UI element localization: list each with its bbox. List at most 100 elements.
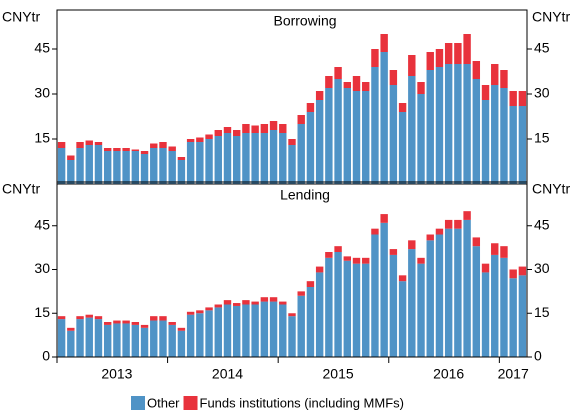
bar-segment [251,133,259,184]
bar-segment [122,320,130,324]
bar-segment [463,64,471,184]
bar-segment [57,148,66,184]
bar-segment [500,257,508,357]
bar-segment [122,323,130,357]
bar-segment [343,82,352,88]
bar-segment [242,124,250,133]
bar-segment [140,324,149,328]
y-tick-label: 15 [34,304,50,320]
bar-segment [454,228,462,357]
bar-segment [398,112,407,184]
bar-segment [131,151,140,184]
panel-title: Lending [280,187,330,203]
bar-segment [269,121,278,130]
bar-segment [76,316,84,320]
bar-segment [352,263,361,357]
bar-segment [103,148,112,151]
bar-segment [76,319,84,357]
bar-segment [113,323,121,357]
y-unit-label: CNYtr [2,9,40,25]
bar-segment [85,145,93,184]
bar-segment [186,142,195,184]
bar-segment [223,300,232,305]
bar-segment [417,94,425,184]
bar-segment [334,252,342,357]
bar-segment [435,228,444,235]
bar-segment [205,310,213,357]
bar-segment [269,130,278,184]
bar-segment [94,142,103,145]
bar-segment [426,240,434,357]
bar-segment [196,137,204,142]
y-tick-label: 45 [34,216,50,232]
bar-segment [131,322,140,325]
bar-segment [76,148,84,184]
bar-segment [288,313,296,317]
bar-segment [472,246,481,357]
y-tick-label: 45 [34,40,50,56]
y-tick-label: 0 [534,348,542,364]
y-tick-label: 15 [534,304,550,320]
bar-segment [297,115,305,124]
bar-segment [113,151,121,184]
y-tick-label: 30 [34,85,50,101]
bar-segment [380,214,388,223]
bar-segment [481,85,490,100]
y-tick-label: 45 [534,216,550,232]
bar-segment [454,64,462,184]
bar-segment [362,257,370,264]
legend-label: Funds institutions (including MMFs) [200,395,404,410]
bar-segment [472,237,481,247]
bar-segment [380,222,388,357]
bar-segment [168,324,176,357]
bar-segment [76,142,84,148]
bar-segment [398,275,407,282]
bar-segment [343,88,352,184]
legend-label: Other [147,395,180,410]
bar-segment [251,301,259,305]
bar-segment [408,249,416,357]
bar-segment [150,148,158,184]
bar-segment [362,263,370,357]
bar-segment [398,103,407,112]
bar-segment [57,142,66,148]
bar-segment [334,246,342,252]
bar-segment [279,301,287,305]
bar-segment [352,76,361,91]
bar-segment [242,304,250,357]
bar-segment [140,327,149,357]
bar-segment [223,133,232,184]
bar-segment [417,257,425,264]
bar-segment [232,130,241,136]
bar-segment [444,64,453,184]
bar-segment [232,305,241,357]
y-tick-label: 0 [42,348,50,364]
bar-segment [306,103,315,112]
bar-segment [85,140,93,145]
bar-segment [242,133,250,184]
bar-segment [509,278,517,357]
bar-segment [196,142,204,184]
bar-segment [481,263,490,273]
bar-segment [122,148,130,151]
bar-segment [186,314,195,357]
bar-segment [140,151,149,154]
x-tick-label: 2013 [101,366,132,382]
x-tick-label: 2014 [212,366,243,382]
bar-segment [426,52,434,70]
bar-segment [177,330,186,357]
bar-segment [168,322,176,325]
bar-segment [371,67,379,184]
bar-segment [408,55,416,76]
bar-segment [343,260,352,357]
bar-segment [251,304,259,357]
bar-segment [325,88,333,184]
bar-segment [389,85,398,184]
x-tick-label: 2015 [323,366,354,382]
bar-segment [260,297,269,302]
y-tick-label: 15 [34,130,50,146]
bar-segment [343,256,352,261]
bar-segment [288,316,296,357]
bar-segment [67,155,75,160]
bar-segment [325,76,333,88]
